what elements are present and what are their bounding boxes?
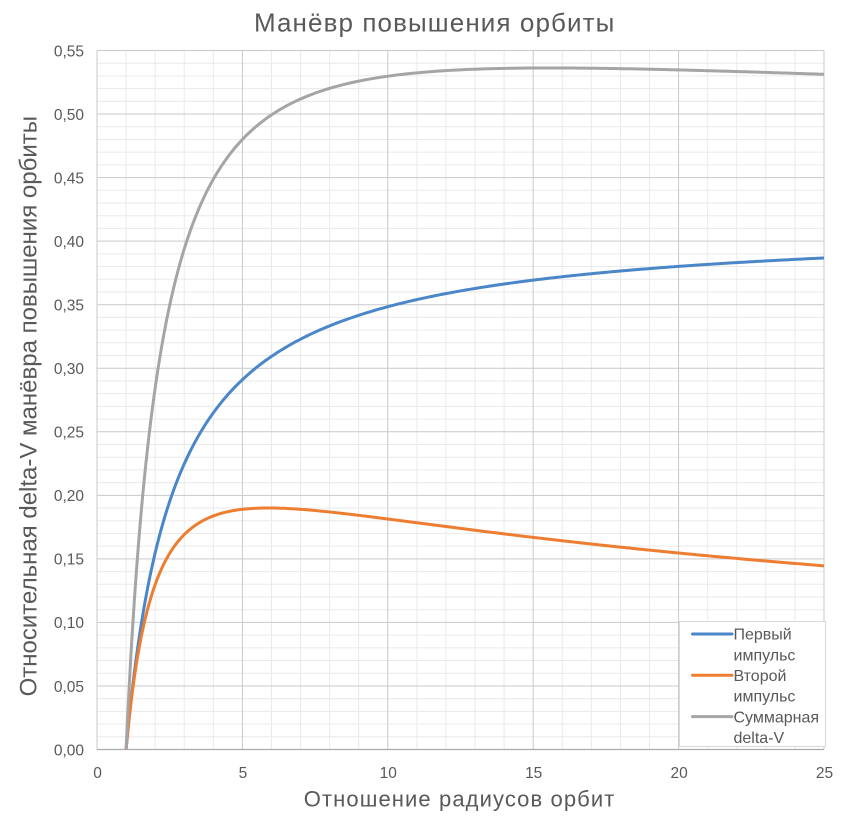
svg-text:delta-V: delta-V xyxy=(734,730,785,747)
svg-text:Первый: Первый xyxy=(734,627,792,644)
svg-text:Относительная delta-V манёвра: Относительная delta-V манёвра повышения … xyxy=(16,116,43,696)
svg-text:0,45: 0,45 xyxy=(54,170,84,187)
svg-text:0,20: 0,20 xyxy=(54,488,85,505)
svg-text:15: 15 xyxy=(525,765,542,782)
svg-text:0,25: 0,25 xyxy=(54,425,84,442)
svg-text:0,05: 0,05 xyxy=(54,679,84,696)
svg-text:0,30: 0,30 xyxy=(54,361,85,378)
svg-text:25: 25 xyxy=(816,765,833,782)
svg-text:0: 0 xyxy=(93,765,102,782)
svg-text:Второй: Второй xyxy=(734,668,787,685)
svg-text:0,50: 0,50 xyxy=(54,107,85,124)
svg-text:0,35: 0,35 xyxy=(54,297,84,314)
svg-text:Манёвр повышения орбиты: Манёвр повышения орбиты xyxy=(254,7,616,37)
svg-text:0,10: 0,10 xyxy=(54,615,85,632)
svg-text:5: 5 xyxy=(239,765,248,782)
svg-text:импульс: импульс xyxy=(734,647,796,664)
svg-text:импульс: импульс xyxy=(734,689,796,706)
svg-text:0,40: 0,40 xyxy=(54,234,85,251)
svg-text:0,00: 0,00 xyxy=(54,742,85,759)
svg-text:20: 20 xyxy=(670,765,688,782)
svg-text:Отношение радиусов орбит: Отношение радиусов орбит xyxy=(304,787,616,812)
svg-text:0,15: 0,15 xyxy=(54,552,84,569)
svg-text:Суммарная: Суммарная xyxy=(734,709,820,726)
svg-text:0,55: 0,55 xyxy=(54,43,84,60)
svg-text:10: 10 xyxy=(380,765,398,782)
